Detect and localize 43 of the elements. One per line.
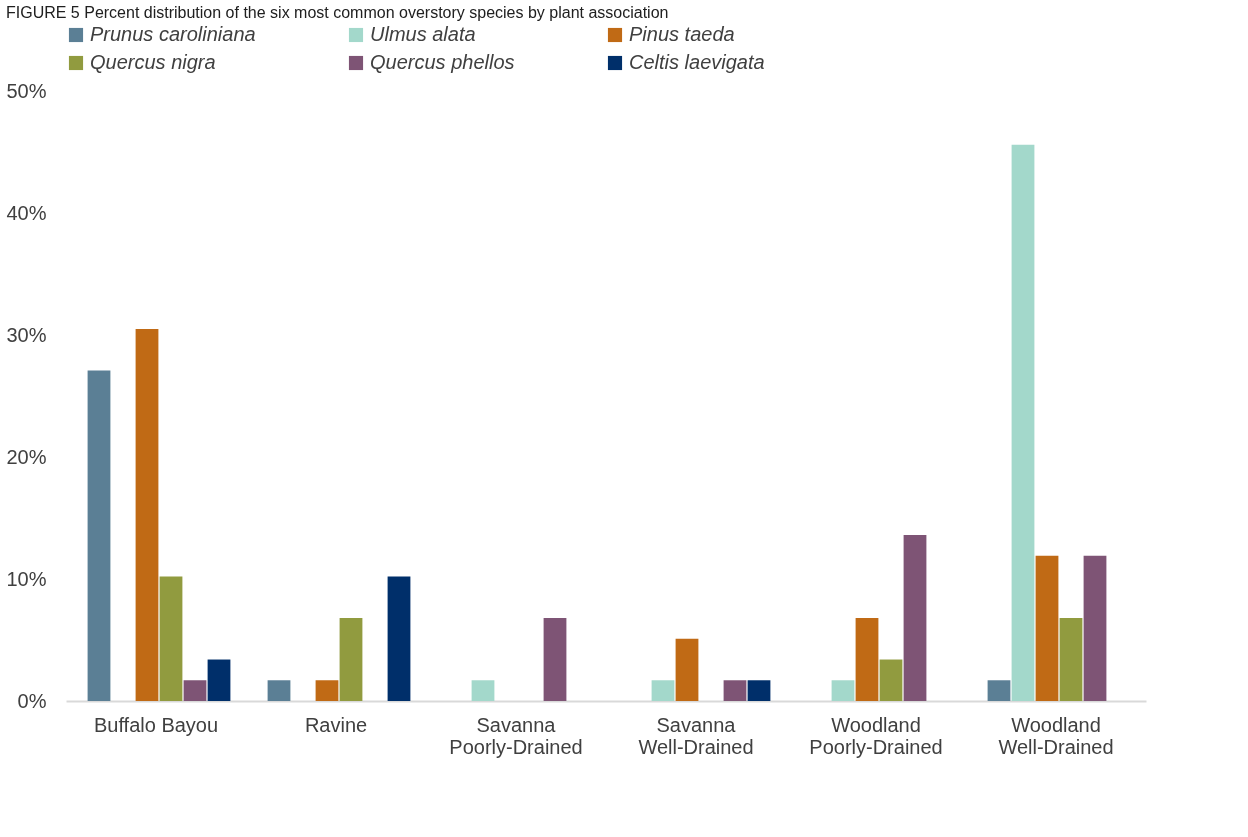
legend-label: Quercus nigra xyxy=(90,51,216,73)
legend-label: Quercus phellos xyxy=(370,51,515,73)
x-tick-label: Ravine xyxy=(304,713,368,736)
bar xyxy=(135,328,159,701)
bar xyxy=(339,618,363,701)
bar xyxy=(903,535,927,701)
y-tick-label: 30% xyxy=(6,323,47,346)
bar xyxy=(183,680,207,701)
legend-label: Prunus caroliniana xyxy=(90,23,256,45)
bar xyxy=(675,638,699,701)
bar xyxy=(87,370,111,701)
y-tick-label: 0% xyxy=(17,689,47,712)
x-tick-label: Woodland Well-Drained xyxy=(998,713,1114,758)
legend-label: Celtis laevigata xyxy=(629,51,765,73)
bar xyxy=(315,680,339,701)
y-tick-label: 20% xyxy=(6,445,47,468)
bar xyxy=(831,680,855,701)
x-tick-label: Buffalo Bayou xyxy=(93,713,219,736)
bar xyxy=(879,659,903,701)
legend-label: Ulmus alata xyxy=(370,23,476,45)
y-tick-label: 50% xyxy=(6,79,47,102)
bar xyxy=(471,680,495,701)
bar xyxy=(543,618,567,701)
y-tick-label: 10% xyxy=(6,567,47,590)
bar xyxy=(207,659,231,701)
x-tick-label: Savanna Poorly-Drained xyxy=(449,713,583,758)
bar xyxy=(159,576,183,701)
bar xyxy=(1059,618,1083,701)
bar xyxy=(387,576,411,701)
legend-label: Pinus taeda xyxy=(629,23,735,45)
bar xyxy=(267,680,291,701)
bar xyxy=(1011,144,1035,701)
bar xyxy=(723,680,747,701)
bar xyxy=(1035,555,1059,701)
bar xyxy=(747,680,771,701)
bar xyxy=(987,680,1011,701)
bar xyxy=(651,680,675,701)
y-tick-label: 40% xyxy=(6,201,47,224)
chart-title: FIGURE 5 Percent distribution of the six most common overstory species by plant association xyxy=(5,4,669,21)
x-tick-label: Woodland Poorly-Drained xyxy=(809,713,943,758)
bar xyxy=(1083,555,1107,701)
bar xyxy=(855,618,879,701)
x-tick-label: Savanna Well-Drained xyxy=(638,713,754,758)
